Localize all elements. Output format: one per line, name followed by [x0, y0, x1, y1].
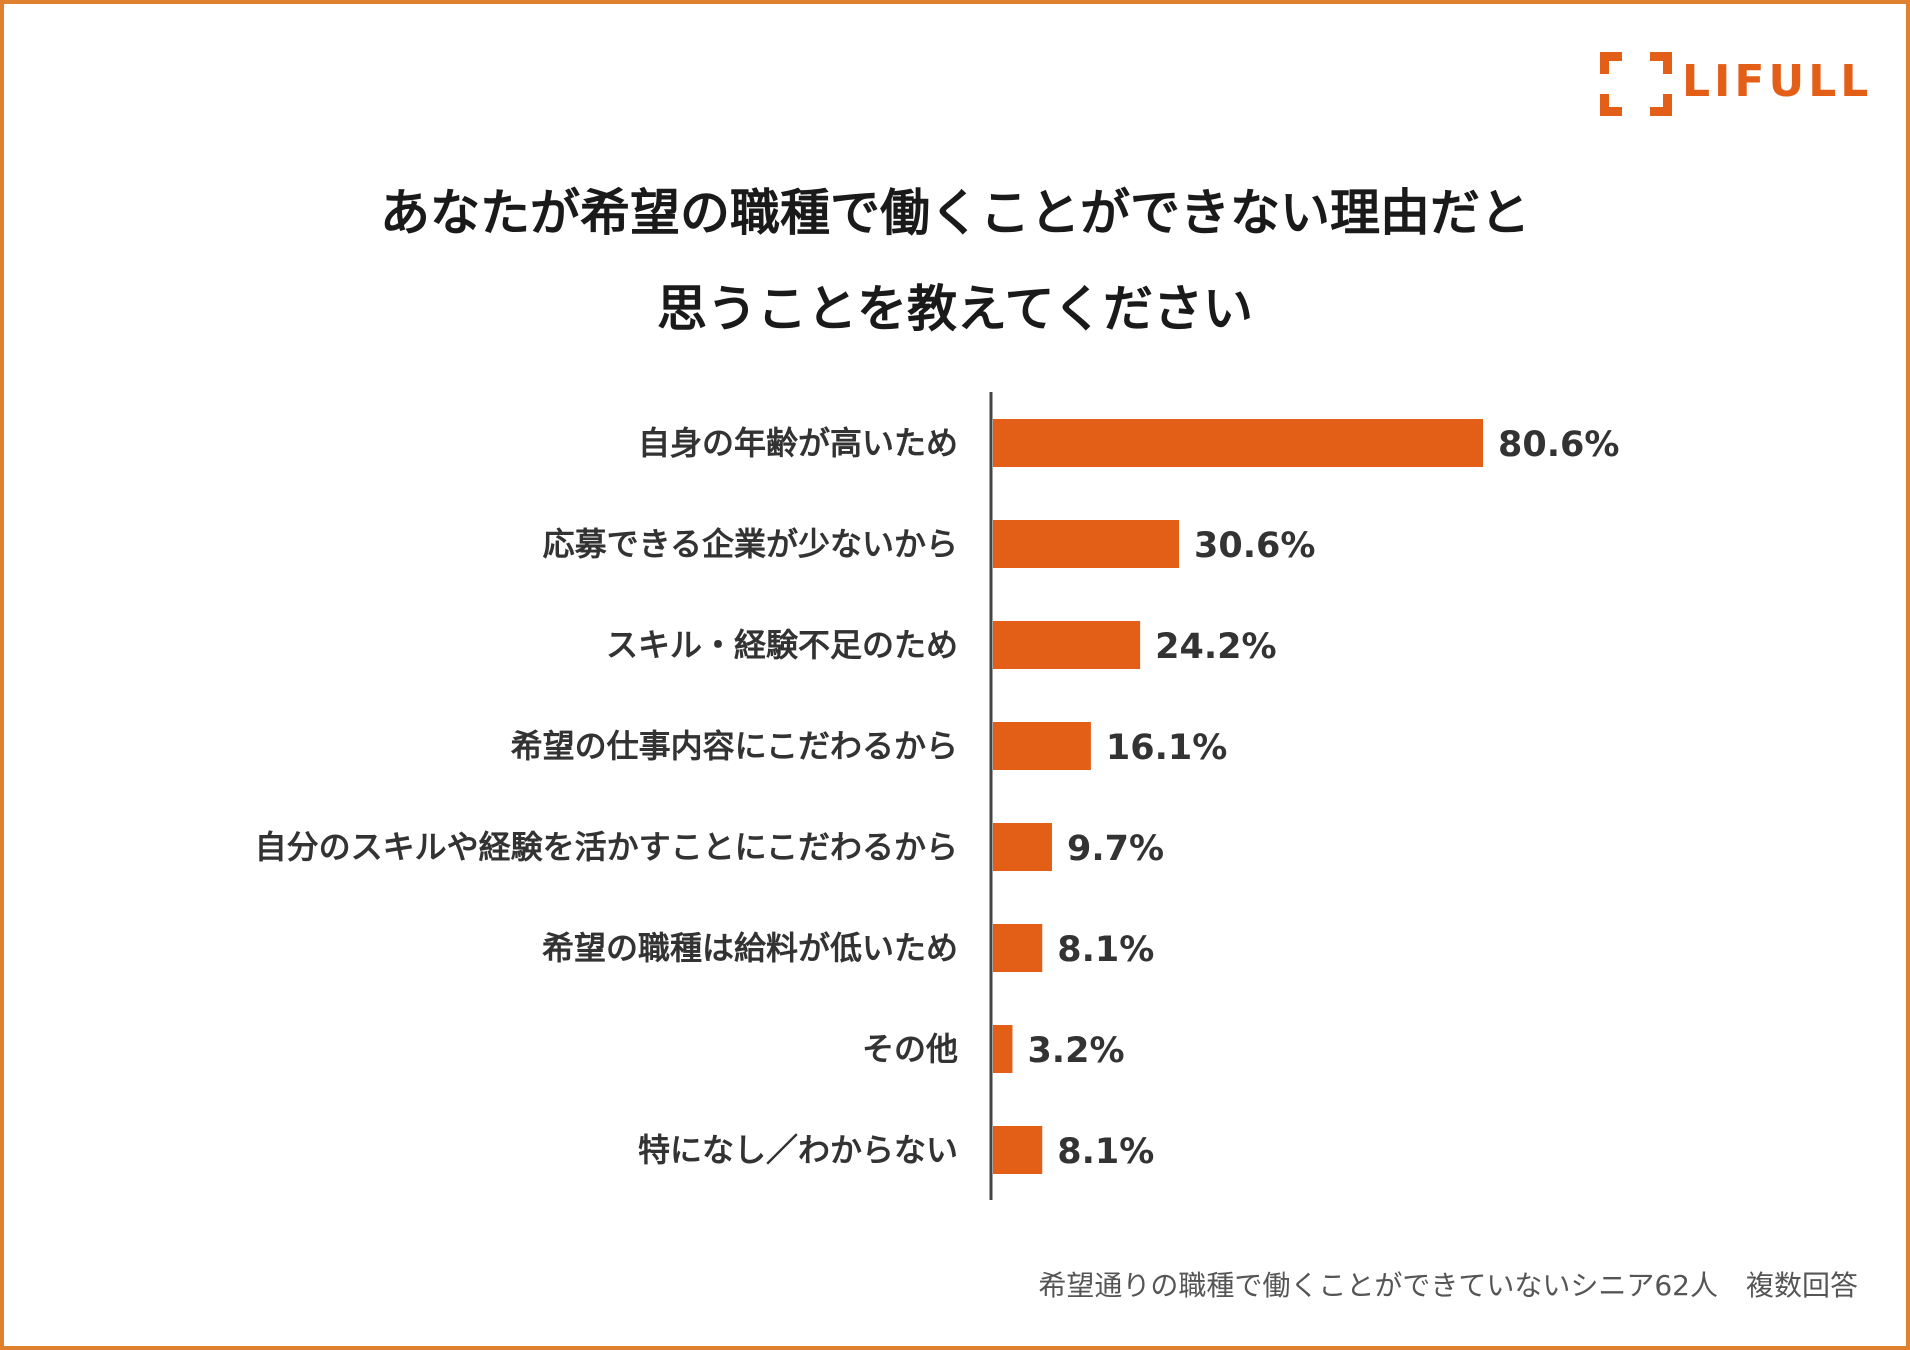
value-label: 8.1%	[1057, 930, 1154, 970]
bar	[993, 924, 1043, 972]
bar	[993, 621, 1141, 669]
category-label: 特になし／わからない	[638, 1131, 958, 1169]
bar	[993, 1126, 1043, 1174]
bar	[993, 1025, 1013, 1073]
value-label: 30.6%	[1194, 526, 1315, 566]
lifull-logo-bracket-icon	[1600, 52, 1672, 116]
value-label: 8.1%	[1057, 1132, 1154, 1172]
bar	[993, 419, 1484, 467]
value-label: 16.1%	[1106, 728, 1227, 768]
value-label: 9.7%	[1067, 829, 1164, 869]
category-label: 希望の仕事内容にこだわるから	[511, 727, 958, 765]
chart-title-line-2: 思うことを教えてください	[657, 280, 1253, 338]
lifull-logo-text: LIFULL	[1682, 56, 1873, 107]
category-label: その他	[862, 1030, 958, 1068]
category-label: 自分のスキルや経験を活かすことにこだわるから	[255, 828, 958, 866]
category-label: 応募できる企業が少ないから	[543, 525, 958, 563]
category-label: スキル・経験不足のため	[606, 626, 958, 664]
bar	[993, 520, 1180, 568]
value-label: 80.6%	[1498, 425, 1619, 465]
footnote: 希望通りの職種で働くことができていないシニア62人 複数回答	[1038, 1269, 1858, 1302]
value-label: 24.2%	[1155, 627, 1276, 667]
category-label: 希望の職種は給料が低いため	[542, 929, 958, 967]
category-label: 自身の年齢が高いため	[638, 424, 958, 462]
value-label: 3.2%	[1027, 1031, 1124, 1071]
chart-title: あなたが希望の職種で働くことができない理由だと 思うことを教えてください	[0, 165, 1910, 357]
bar	[993, 823, 1052, 871]
bar	[993, 722, 1091, 770]
lifull-logo: LIFULL	[1600, 52, 1868, 116]
chart-title-line-1: あなたが希望の職種で働くことができない理由だと	[380, 184, 1530, 242]
